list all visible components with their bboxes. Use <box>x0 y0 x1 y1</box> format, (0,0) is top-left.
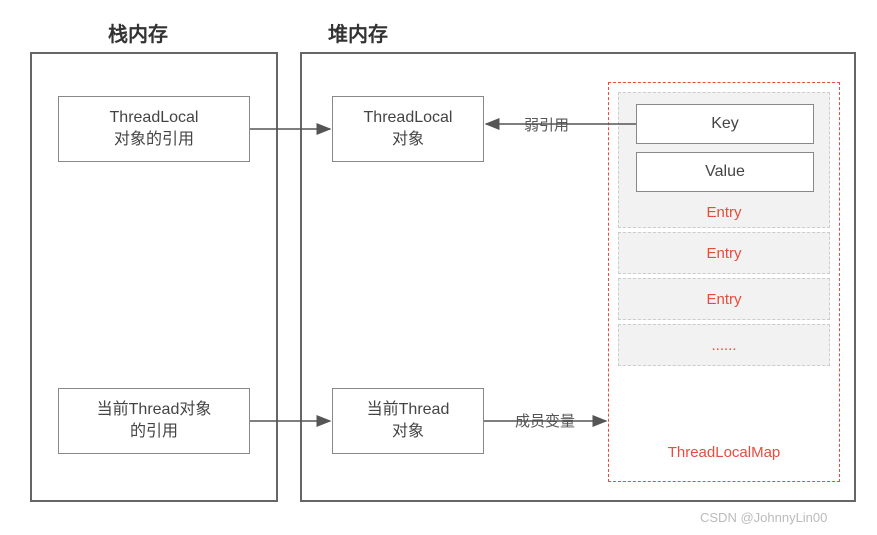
stack-title: 栈内存 <box>108 18 168 47</box>
diagram-root: 栈内存 堆内存 ThreadLocal 对象的引用 当前Thread对象 的引用… <box>0 0 877 535</box>
stack-box2-line2: 的引用 <box>130 421 178 443</box>
edge-label-weakref: 弱引用 <box>522 114 571 135</box>
entry-band-3: ...... <box>618 324 830 366</box>
entry-label-2: Entry <box>706 291 741 308</box>
key-label: Key <box>711 115 739 133</box>
entry-label-3: ...... <box>711 337 736 354</box>
stack-thread-ref: 当前Thread对象 的引用 <box>58 388 250 454</box>
entry-label-1: Entry <box>706 245 741 262</box>
entry-band-1: Entry <box>618 232 830 274</box>
stack-box2-line1: 当前Thread对象 <box>97 399 212 421</box>
watermark: CSDN @JohnnyLin00 <box>700 510 827 525</box>
entry-band-2: Entry <box>618 278 830 320</box>
entry-label-0: Entry <box>706 204 741 221</box>
stack-threadlocal-ref: ThreadLocal 对象的引用 <box>58 96 250 162</box>
key-box: Key <box>636 104 814 144</box>
value-box: Value <box>636 152 814 192</box>
heap-tl-line2: 对象 <box>392 129 424 151</box>
heap-thread-obj: 当前Thread 对象 <box>332 388 484 454</box>
stack-box1-line2: 对象的引用 <box>114 129 194 151</box>
heap-thr-line1: 当前Thread <box>367 399 450 421</box>
heap-thr-line2: 对象 <box>392 421 424 443</box>
heap-title: 堆内存 <box>328 18 388 47</box>
edge-label-member: 成员变量 <box>513 410 577 431</box>
heap-tl-line1: ThreadLocal <box>364 107 453 129</box>
map-label: ThreadLocalMap <box>668 444 781 461</box>
value-label: Value <box>705 163 745 181</box>
heap-threadlocal-obj: ThreadLocal 对象 <box>332 96 484 162</box>
stack-box1-line1: ThreadLocal <box>110 107 199 129</box>
